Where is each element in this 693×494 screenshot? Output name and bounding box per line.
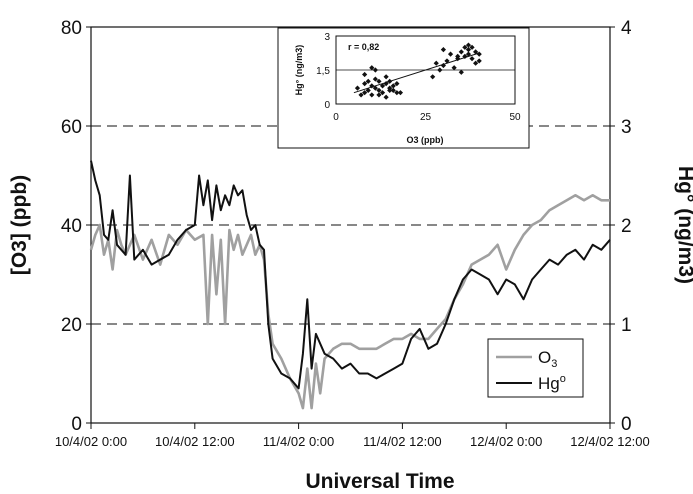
left-tick-label: 40 [61, 216, 82, 237]
inset-point [444, 58, 450, 64]
inset-x-tick-label: 0 [333, 112, 339, 123]
legend: O3 Hgo [487, 338, 584, 398]
right-axis-ticks: 0 1 2 3 4 [610, 18, 632, 435]
inset-y-label: Hg° (ng/m3) [294, 45, 304, 96]
x-tick-label: 10/4/02 0:00 [55, 434, 127, 449]
inset-point [473, 49, 479, 55]
inset-point [383, 94, 389, 100]
inset-point [469, 44, 475, 50]
inset-point [476, 58, 482, 64]
inset-point [358, 92, 364, 98]
right-tick-label: 0 [621, 414, 632, 435]
inset-point [362, 90, 368, 96]
inset-point [369, 83, 375, 89]
right-tick-label: 1 [621, 315, 632, 336]
inset-point [376, 78, 382, 84]
inset-point [379, 83, 386, 89]
inset-point [451, 65, 457, 71]
inset-point [473, 60, 479, 66]
inset-trendline [353, 52, 480, 94]
inset-point [365, 87, 371, 93]
inset-point [390, 83, 396, 89]
inset-point [447, 51, 454, 57]
inset-x-tick-label: 50 [509, 112, 521, 123]
right-tick-label: 3 [621, 117, 632, 138]
inset-annotation: r = 0,82 [348, 42, 379, 52]
inset-point [387, 87, 393, 93]
left-tick-label: 20 [61, 315, 82, 336]
inset-point [458, 49, 464, 55]
x-tick-label: 11/4/02 12:00 [363, 434, 442, 449]
legend-label-hg: Hgo [538, 373, 566, 393]
inset-point [465, 47, 472, 53]
left-tick-label: 60 [61, 117, 82, 138]
inset-point [390, 87, 396, 93]
y-axis-left-title: [O3] (ppb) [8, 175, 31, 275]
inset-point [372, 85, 378, 91]
inset-point [433, 60, 439, 66]
inset-point [383, 74, 389, 80]
inset-point [458, 69, 464, 75]
inset-point [437, 67, 443, 73]
inset-point [365, 78, 371, 84]
left-tick-label: 80 [61, 18, 82, 39]
inset-x-label: O3 (ppb) [407, 135, 444, 145]
x-tick-label: 11/4/02 0:00 [263, 434, 334, 449]
inset-y-tick-label: 3 [324, 32, 330, 43]
inset-y-tick-label: 1,5 [316, 66, 330, 77]
inset-point [465, 51, 472, 57]
inset-point [469, 56, 475, 62]
inset-point [394, 81, 400, 87]
inset-point [462, 44, 468, 50]
inset-point [362, 81, 368, 87]
inset-point [440, 47, 446, 53]
x-axis-title: Universal Time [305, 470, 454, 493]
inset-x-tick-label: 25 [420, 112, 432, 123]
series-line-o3 [89, 194, 610, 410]
inset-point [397, 90, 404, 96]
inset-y-tick-label: 0 [324, 100, 330, 111]
inset-point [394, 90, 400, 96]
left-axis-ticks: 0 20 40 60 80 [61, 18, 91, 435]
left-tick-label: 0 [71, 414, 82, 435]
inset-point [376, 92, 382, 98]
series-line-hg [90, 160, 611, 390]
x-tick-label: 10/4/02 12:00 [155, 434, 235, 449]
right-tick-label: 2 [621, 216, 632, 237]
inset-point [379, 90, 386, 96]
x-axis-ticks: 10/4/02 0:00 10/4/02 12:00 11/4/02 0:00 11/… [55, 423, 650, 449]
legend-label-o3: O3 [538, 348, 557, 370]
inset-point [476, 51, 482, 57]
x-tick-label: 12/4/02 12:00 [570, 434, 650, 449]
inset-point [430, 74, 436, 80]
inset-point [455, 53, 461, 59]
right-tick-label: 4 [621, 18, 632, 39]
inset-point [369, 92, 375, 98]
inset-point [440, 62, 446, 69]
inset-point [369, 65, 375, 71]
inset-scatter: 0 25 50 0 1,5 3 r = 0,82 O3 (ppb) Hg° (ng/m3) [277, 27, 530, 149]
inset-ticks: 0 25 50 0 1,5 3 [316, 32, 521, 123]
inset-point [465, 42, 472, 48]
legend-box [487, 338, 584, 398]
inset-point [372, 76, 378, 82]
inset-point [372, 67, 378, 73]
series-layer [89, 160, 611, 410]
x-tick-label: 12/4/02 0:00 [470, 434, 542, 449]
inset-point [362, 71, 368, 78]
y-axis-right-title: Hg° (ng/m3) [674, 166, 693, 284]
inset-point [354, 85, 361, 91]
inset-point [376, 87, 382, 93]
